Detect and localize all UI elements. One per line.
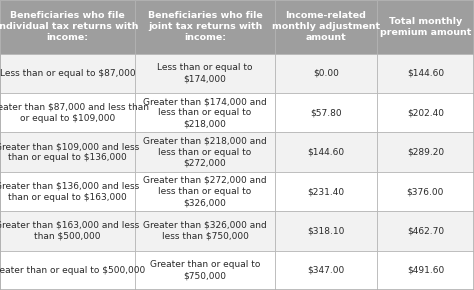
Text: Beneficiaries who file
individual tax returns with
income:: Beneficiaries who file individual tax re… [0, 11, 139, 42]
Bar [135, 133, 275, 172]
Bar [0, 211, 135, 251]
Bar [135, 0, 275, 54]
Bar [275, 54, 377, 93]
Text: Greater than $109,000 and less
than or equal to $136,000: Greater than $109,000 and less than or e… [0, 142, 140, 162]
Bar [135, 172, 275, 211]
Bar [377, 0, 474, 54]
Bar [0, 172, 135, 211]
Bar [377, 211, 474, 251]
Text: Beneficiaries who file
joint tax returns with
income:: Beneficiaries who file joint tax returns… [147, 11, 263, 42]
Bar [275, 0, 377, 54]
Text: $376.00: $376.00 [407, 187, 444, 196]
Bar [275, 211, 377, 251]
Text: Greater than or equal to $500,000: Greater than or equal to $500,000 [0, 266, 146, 275]
Text: $347.00: $347.00 [307, 266, 345, 275]
Bar [135, 251, 275, 290]
Text: Total monthly
premium amount: Total monthly premium amount [380, 17, 471, 37]
Text: Greater than $87,000 and less than
or equal to $109,000: Greater than $87,000 and less than or eq… [0, 103, 148, 123]
Text: $144.60: $144.60 [407, 69, 444, 78]
Text: $144.60: $144.60 [307, 148, 345, 157]
Text: $0.00: $0.00 [313, 69, 339, 78]
Bar [135, 93, 275, 133]
Bar [135, 211, 275, 251]
Bar [0, 133, 135, 172]
Text: Greater than $326,000 and
less than $750,000: Greater than $326,000 and less than $750… [143, 221, 267, 241]
Text: $289.20: $289.20 [407, 148, 444, 157]
Text: Greater than $174,000 and
less than or equal to
$218,000: Greater than $174,000 and less than or e… [143, 97, 267, 128]
Text: $491.60: $491.60 [407, 266, 444, 275]
Bar [377, 133, 474, 172]
Text: Income-related
monthly adjustment
amount: Income-related monthly adjustment amount [272, 11, 380, 42]
Bar [275, 172, 377, 211]
Text: Greater than $136,000 and less
than or equal to $163,000: Greater than $136,000 and less than or e… [0, 182, 140, 202]
Bar [0, 251, 135, 290]
Bar [377, 54, 474, 93]
Text: Greater than $218,000 and
less than or equal to
$272,000: Greater than $218,000 and less than or e… [143, 137, 267, 168]
Bar [275, 251, 377, 290]
Bar [275, 133, 377, 172]
Bar [0, 0, 135, 54]
Text: Greater than or equal to
$750,000: Greater than or equal to $750,000 [150, 260, 260, 280]
Bar [377, 93, 474, 133]
Text: $202.40: $202.40 [407, 108, 444, 117]
Text: Greater than $163,000 and less
than $500,000: Greater than $163,000 and less than $500… [0, 221, 140, 241]
Text: $57.80: $57.80 [310, 108, 342, 117]
Bar [275, 93, 377, 133]
Bar [377, 251, 474, 290]
Bar [0, 54, 135, 93]
Bar [0, 93, 135, 133]
Text: Less than or equal to
$174,000: Less than or equal to $174,000 [157, 63, 253, 84]
Text: Greater than $272,000 and
less than or equal to
$326,000: Greater than $272,000 and less than or e… [143, 176, 267, 207]
Text: $318.10: $318.10 [307, 226, 345, 235]
Text: Less than or equal to $87,000: Less than or equal to $87,000 [0, 69, 136, 78]
Bar [377, 172, 474, 211]
Text: $231.40: $231.40 [307, 187, 345, 196]
Text: $462.70: $462.70 [407, 226, 444, 235]
Bar [135, 54, 275, 93]
